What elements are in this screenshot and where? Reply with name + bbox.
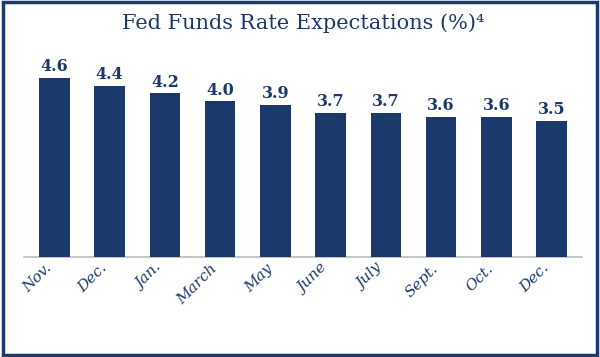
Bar <box>316 113 346 257</box>
Bar <box>94 86 125 257</box>
Text: 3.6: 3.6 <box>427 97 455 114</box>
Bar <box>536 121 567 257</box>
Bar <box>149 94 180 257</box>
Text: 4.6: 4.6 <box>41 58 68 75</box>
Title: Fed Funds Rate Expectations (%)⁴: Fed Funds Rate Expectations (%)⁴ <box>122 13 484 33</box>
Text: 4.2: 4.2 <box>151 74 179 91</box>
Bar <box>260 105 290 257</box>
Text: 4.0: 4.0 <box>206 81 234 99</box>
Bar <box>481 117 512 257</box>
Text: 3.7: 3.7 <box>372 93 400 110</box>
Text: 3.9: 3.9 <box>262 85 289 102</box>
Text: 3.6: 3.6 <box>482 97 510 114</box>
Bar <box>426 117 457 257</box>
Bar <box>39 78 70 257</box>
Bar <box>371 113 401 257</box>
Text: 3.7: 3.7 <box>317 93 344 110</box>
Text: 3.5: 3.5 <box>538 101 565 118</box>
Text: 4.4: 4.4 <box>96 66 124 83</box>
Bar <box>205 101 235 257</box>
